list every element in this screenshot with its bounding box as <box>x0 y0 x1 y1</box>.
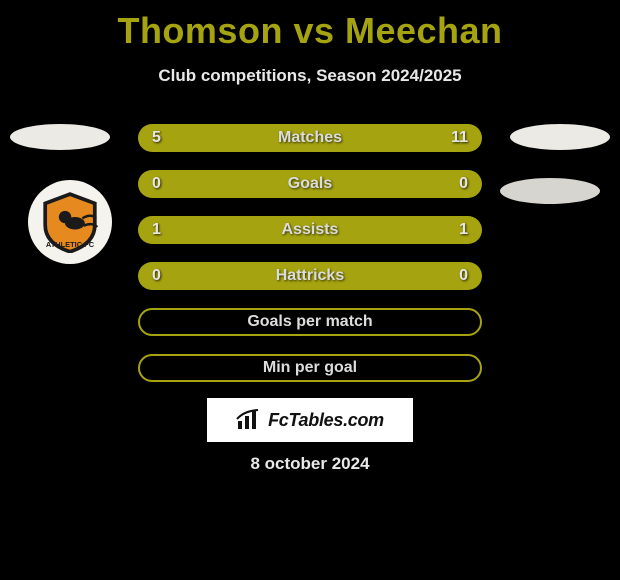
stat-row-min-per-goal: Min per goal <box>138 354 482 382</box>
shield-icon: ATHLETIC FC <box>39 191 101 253</box>
stat-label: Assists <box>282 221 339 239</box>
date-text: 8 october 2024 <box>0 454 620 474</box>
stat-value-right: 1 <box>459 221 468 239</box>
stat-value-left: 0 <box>152 175 161 193</box>
brand-text: FcTables.com <box>268 410 384 431</box>
stat-row-matches: 5 Matches 11 <box>138 124 482 152</box>
bar-chart-icon <box>236 409 262 431</box>
stat-row-assists: 1 Assists 1 <box>138 216 482 244</box>
stat-value-right: 11 <box>451 129 468 147</box>
page-title: Thomson vs Meechan <box>0 0 620 52</box>
stats-panel: 5 Matches 11 0 Goals 0 1 Assists 1 0 Hat… <box>138 124 482 400</box>
svg-text:ATHLETIC FC: ATHLETIC FC <box>46 240 95 249</box>
stat-label: Hattricks <box>276 267 344 285</box>
subtitle: Club competitions, Season 2024/2025 <box>0 66 620 86</box>
stat-label: Min per goal <box>263 359 357 377</box>
club-crest: ATHLETIC FC <box>28 180 112 264</box>
stat-label: Goals <box>288 175 332 193</box>
stat-value-left: 5 <box>152 129 161 147</box>
stat-value-right: 0 <box>459 267 468 285</box>
stat-row-goals-per-match: Goals per match <box>138 308 482 336</box>
stat-value-left: 1 <box>152 221 161 239</box>
stat-value-right: 0 <box>459 175 468 193</box>
brand-badge: FcTables.com <box>207 398 413 442</box>
player-left-ellipse <box>10 124 110 150</box>
stat-label: Goals per match <box>247 313 372 331</box>
player-right-ellipse <box>510 124 610 150</box>
stat-row-hattricks: 0 Hattricks 0 <box>138 262 482 290</box>
stat-row-goals: 0 Goals 0 <box>138 170 482 198</box>
player-right-ellipse-2 <box>500 178 600 204</box>
stat-label: Matches <box>278 129 342 147</box>
stat-value-left: 0 <box>152 267 161 285</box>
